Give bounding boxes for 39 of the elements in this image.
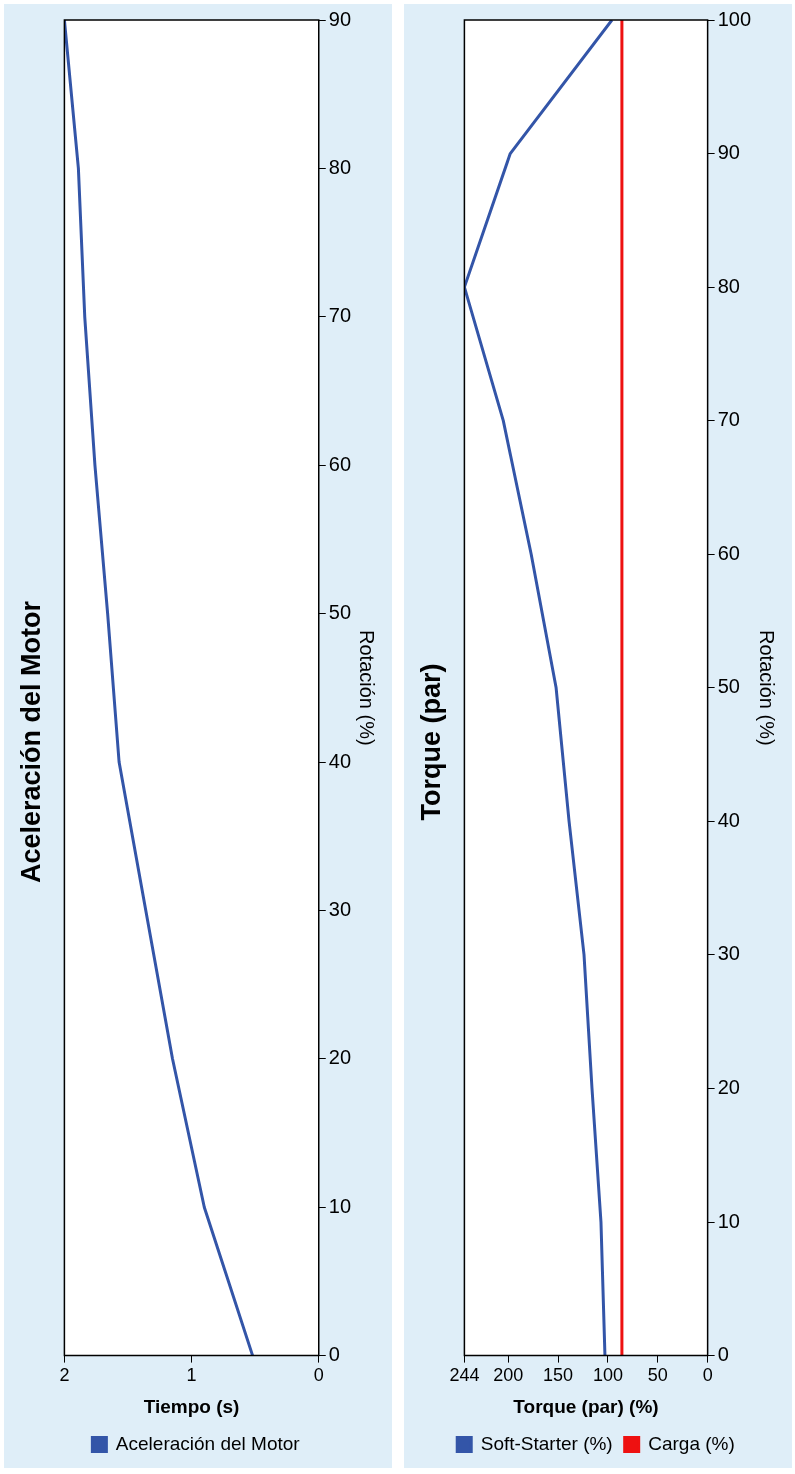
y-tick-label: 20 xyxy=(328,1046,351,1069)
y-tick-label: 30 xyxy=(328,897,351,920)
text: Torque (par) xyxy=(415,663,446,821)
x-axis-title: Torque (par) (%) xyxy=(513,1395,659,1417)
y-tick-label: 40 xyxy=(717,808,740,831)
y-tick-label: 80 xyxy=(328,155,351,178)
y-tick-label: 0 xyxy=(717,1343,729,1366)
y-tick-label: 50 xyxy=(717,675,740,698)
y-axis-title: Rotación (%) xyxy=(356,630,379,746)
y-tick-label: 60 xyxy=(328,452,351,475)
x-tick-label: 100 xyxy=(592,1365,623,1386)
x-axis-title: Tiempo (s) xyxy=(143,1395,240,1417)
y-tick-label: 90 xyxy=(328,7,351,30)
y-tick-label: 30 xyxy=(717,942,740,965)
y-tick-label: 70 xyxy=(328,304,351,327)
y-tick-label: 10 xyxy=(328,1194,351,1217)
y-tick-label: 50 xyxy=(328,601,351,624)
y-tick-label: 60 xyxy=(717,541,740,564)
y-tick-label: 10 xyxy=(717,1209,740,1232)
legend-label: Soft-Starter (%) xyxy=(480,1432,613,1454)
x-tick-label: 50 xyxy=(647,1365,668,1386)
x-tick-label: 0 xyxy=(702,1365,713,1386)
legend-label: Carga (%) xyxy=(648,1432,735,1454)
y-tick-label: 80 xyxy=(717,274,740,297)
x-tick-label: 1 xyxy=(186,1365,197,1386)
x-tick-label: 150 xyxy=(543,1365,574,1386)
legend-label: Aceleración del Motor xyxy=(115,1432,301,1454)
x-tick-label: 200 xyxy=(493,1365,524,1386)
y-tick-label: 20 xyxy=(717,1076,740,1098)
x-tick-label: 2 xyxy=(59,1365,70,1386)
y-tick-label: 70 xyxy=(717,408,740,431)
x-tick-label: 244 xyxy=(449,1365,480,1386)
x-tick-label: 0 xyxy=(313,1365,324,1386)
y-tick-label: 0 xyxy=(328,1343,340,1366)
y-tick-label: 90 xyxy=(717,141,740,164)
text: Aceleración del Motor xyxy=(15,600,46,884)
y-tick-label: 100 xyxy=(717,7,752,30)
y-tick-label: 40 xyxy=(328,749,351,772)
y-axis-title: Rotación (%) xyxy=(756,630,779,746)
